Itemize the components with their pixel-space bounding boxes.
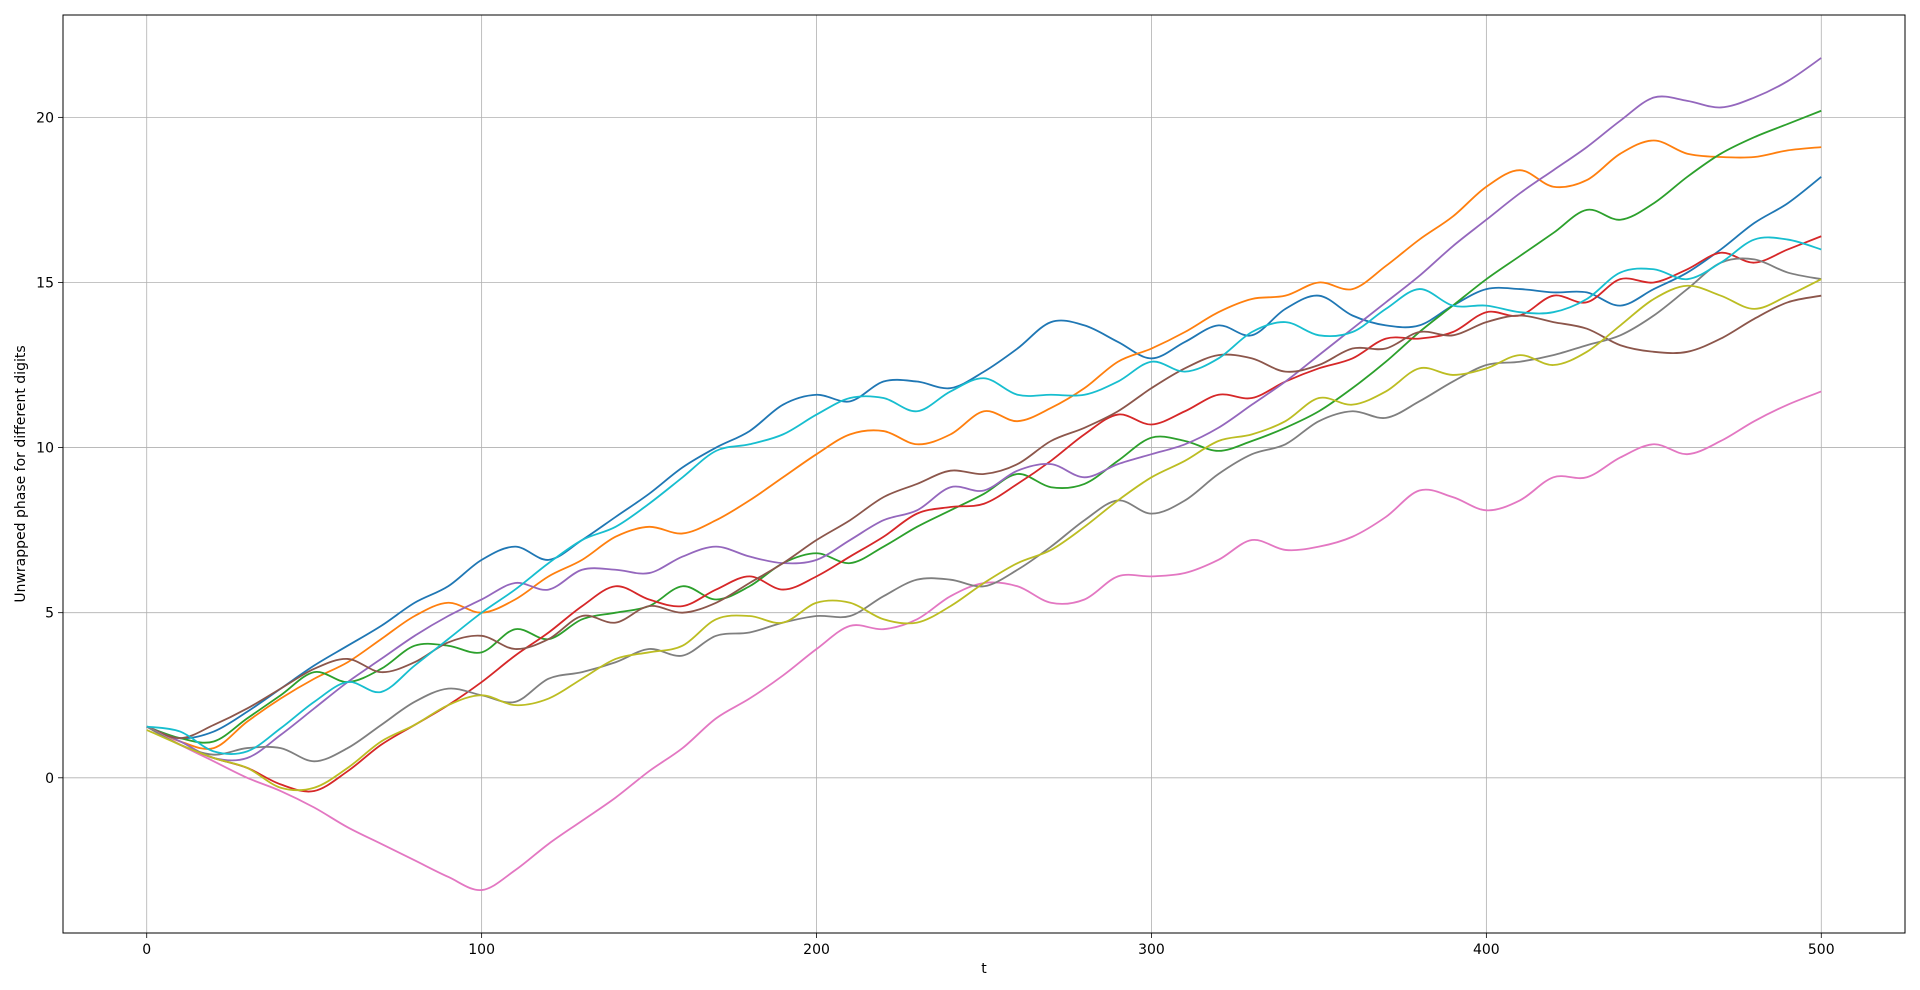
y-tick-label: 15: [36, 275, 54, 291]
y-axis-title: Unwrapped phase for different digits: [13, 345, 29, 602]
x-tick-label: 400: [1473, 942, 1500, 958]
x-axis-title: t: [981, 961, 987, 977]
y-tick-label: 5: [45, 606, 54, 622]
y-tick-label: 0: [45, 771, 54, 787]
ticks: 0 100 200 300 400 500 0 5 10 15 20: [36, 110, 1834, 958]
series-line-9: [146, 278, 1822, 792]
x-tick-label: 500: [1808, 942, 1835, 958]
series-line-2: [146, 139, 1822, 750]
x-tick-label: 0: [142, 942, 151, 958]
x-tick-label: 200: [803, 942, 830, 958]
series-line-5: [146, 57, 1822, 762]
y-tick-label: 10: [36, 441, 54, 457]
series-line-10: [146, 236, 1822, 755]
series-line-8: [146, 257, 1822, 763]
plot-frame: [62, 14, 1906, 934]
x-tick-label: 100: [468, 942, 495, 958]
grid: [63, 15, 1905, 933]
x-tick-label: 300: [1138, 942, 1165, 958]
series-line-3: [146, 109, 1822, 744]
series-layer: [146, 57, 1822, 891]
series-line-1: [146, 176, 1822, 740]
y-tick-label: 20: [36, 110, 54, 126]
